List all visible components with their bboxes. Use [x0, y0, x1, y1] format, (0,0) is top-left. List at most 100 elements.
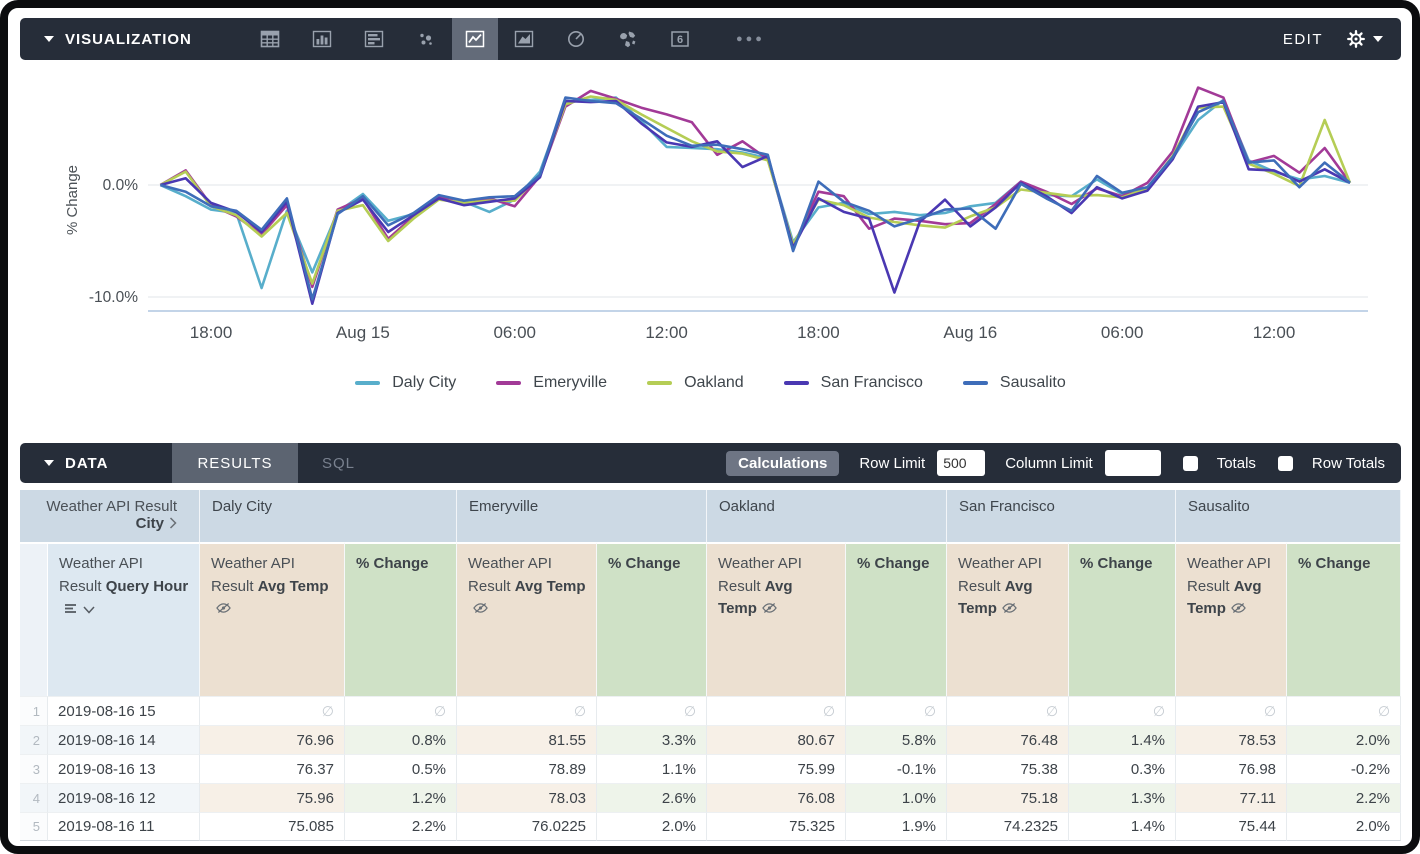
- gear-icon: [1347, 30, 1365, 48]
- avg-temp-cell: 77.11: [1176, 783, 1288, 812]
- avg-temp-header-san-francisco[interactable]: Weather API Result Avg Temp: [947, 542, 1070, 696]
- avg-temp-cell: 76.96: [200, 725, 345, 754]
- city-header-oakland[interactable]: Oakland: [707, 490, 948, 542]
- pct-change-cell: 0.5%: [345, 754, 458, 783]
- avg-temp-cell: ∅: [200, 696, 345, 725]
- pct-change-header-sausalito[interactable]: % Change: [1287, 542, 1402, 696]
- collapse-caret-icon: [44, 36, 54, 42]
- series-oakland[interactable]: [159, 95, 1352, 285]
- x-tick-label: 18:00: [797, 323, 840, 342]
- series-san-francisco[interactable]: [160, 99, 1351, 305]
- avg-temp-header-sausalito[interactable]: Weather API Result Avg Temp: [1176, 542, 1288, 696]
- pct-change-cell: ∅: [1069, 696, 1177, 725]
- legend-swatch: [783, 381, 809, 385]
- row-totals-checkbox[interactable]: [1277, 455, 1293, 471]
- avg-temp-cell: 75.18: [947, 783, 1070, 812]
- pct-change-cell: 1.1%: [597, 754, 708, 783]
- edit-button[interactable]: EDIT: [1282, 30, 1323, 48]
- series-sausalito[interactable]: [160, 96, 1351, 301]
- city-header-sausalito[interactable]: Sausalito: [1176, 490, 1402, 542]
- totals-checkbox[interactable]: [1182, 455, 1198, 471]
- table-row-1: 1 2019-08-16 15 ∅ ∅ ∅ ∅ ∅ ∅ ∅ ∅ ∅ ∅: [20, 696, 1402, 725]
- tab-results[interactable]: RESULTS: [172, 443, 298, 483]
- pivot-field-header[interactable]: Weather API Result City: [20, 490, 200, 542]
- table-row-2: 2 2019-08-16 14 76.96 0.8% 81.55 3.3% 80.67 5.8…: [20, 725, 1402, 754]
- avg-temp-cell: 76.08: [707, 783, 847, 812]
- legend-item-san-francisco: San Francisco: [783, 374, 923, 392]
- series-emeryville[interactable]: [159, 86, 1352, 289]
- pct-change-cell: 1.4%: [1069, 812, 1177, 841]
- row-number: 5: [20, 812, 48, 841]
- x-tick-label: 06:00: [493, 323, 536, 342]
- pct-change-cell: -0.2%: [1287, 754, 1402, 783]
- series-daly-city[interactable]: [159, 96, 1351, 290]
- pct-change-header-emeryville[interactable]: % Change: [597, 542, 708, 696]
- viz-settings-button[interactable]: [1345, 28, 1383, 50]
- chart-type-line-selected[interactable]: [452, 18, 498, 60]
- pct-change-header-daly-city[interactable]: % Change: [345, 542, 458, 696]
- visualization-title: VISUALIZATION: [65, 30, 192, 48]
- pct-change-cell: 1.0%: [846, 783, 948, 812]
- legend-label: San Francisco: [820, 374, 923, 391]
- row-number: 3: [20, 754, 48, 783]
- chart-type-table[interactable]: [244, 18, 296, 60]
- hidden-field-eye-slash-icon: [1002, 603, 1017, 613]
- chart-type-hbar[interactable]: [348, 18, 400, 60]
- avg-temp-cell: 81.55: [457, 725, 598, 754]
- chart-type-pie[interactable]: [550, 18, 602, 60]
- avg-temp-cell: 75.085: [200, 812, 345, 841]
- chart-type-bar[interactable]: [296, 18, 348, 60]
- x-tick-label: 18:00: [190, 323, 233, 342]
- row-number: 1: [20, 696, 48, 725]
- calculations-button[interactable]: Calculations: [726, 450, 840, 476]
- line-chart[interactable]: 0.0% -10.0% % Change 18:00 Aug 15 06:00 12:00 1…: [20, 60, 1401, 372]
- scatter-chart-icon: [420, 33, 432, 45]
- pct-change-cell: ∅: [597, 696, 708, 725]
- table-chart-icon: [260, 30, 280, 48]
- chart-type-scatter[interactable]: [400, 18, 452, 60]
- query-hour-cell: 2019-08-16 11: [48, 812, 200, 841]
- hbar-chart-icon: [364, 30, 384, 48]
- x-tick-label: 12:00: [645, 323, 688, 342]
- bar-chart-icon: [312, 30, 332, 48]
- row-number: 2: [20, 725, 48, 754]
- pct-change-cell: 2.6%: [597, 783, 708, 812]
- city-header-san-francisco[interactable]: San Francisco: [947, 490, 1177, 542]
- pct-change-header-san-francisco[interactable]: % Change: [1069, 542, 1177, 696]
- row-number: 4: [20, 783, 48, 812]
- sort-icon: [65, 604, 76, 613]
- avg-temp-cell: 78.89: [457, 754, 598, 783]
- legend-swatch: [496, 381, 522, 385]
- city-header-daly-city[interactable]: Daly City: [200, 490, 458, 542]
- hidden-field-eye-slash-icon: [1231, 603, 1246, 613]
- data-collapse[interactable]: DATA: [44, 455, 140, 472]
- avg-temp-header-oakland[interactable]: Weather API Result Avg Temp: [707, 542, 847, 696]
- row-limit-input[interactable]: [937, 450, 986, 476]
- avg-temp-header-emeryville[interactable]: Weather API Result Avg Temp: [457, 542, 598, 696]
- avg-temp-header-daly-city[interactable]: Weather API Result Avg Temp: [200, 542, 345, 696]
- y-axis-title: % Change: [64, 165, 81, 235]
- visualization-bar: VISUALIZATION 6 ●●● EDIT: [20, 18, 1401, 60]
- row-number-header: [20, 542, 48, 696]
- legend-item-sausalito: Sausalito: [962, 374, 1066, 392]
- gear-caret-icon: [1373, 36, 1383, 42]
- pct-change-cell: ∅: [345, 696, 458, 725]
- pct-change-header-oakland[interactable]: % Change: [846, 542, 948, 696]
- query-hour-header[interactable]: Weather API Result Query Hour: [48, 542, 200, 696]
- chart-type-map[interactable]: [602, 18, 654, 60]
- visualization-collapse[interactable]: VISUALIZATION: [44, 31, 244, 48]
- pct-change-cell: 2.0%: [1287, 725, 1402, 754]
- avg-temp-cell: 75.44: [1176, 812, 1288, 841]
- city-header-emeryville[interactable]: Emeryville: [457, 490, 708, 542]
- area-chart-icon: [514, 30, 534, 48]
- table-row-3: 3 2019-08-16 13 76.37 0.5% 78.89 1.1% 75.99 -0.…: [20, 754, 1402, 783]
- tab-sql[interactable]: SQL: [322, 454, 356, 472]
- pct-change-cell: 1.2%: [345, 783, 458, 812]
- chart-type-single-value[interactable]: 6: [654, 18, 706, 60]
- column-limit-input[interactable]: [1104, 450, 1161, 476]
- legend-item-emeryville: Emeryville: [496, 374, 607, 392]
- chart-type-area[interactable]: [498, 18, 550, 60]
- more-chart-types-button[interactable]: ●●●: [736, 33, 765, 45]
- results-table: Weather API Result City Daly City Emeryvill…: [20, 490, 1402, 841]
- avg-temp-cell: 76.0225: [457, 812, 598, 841]
